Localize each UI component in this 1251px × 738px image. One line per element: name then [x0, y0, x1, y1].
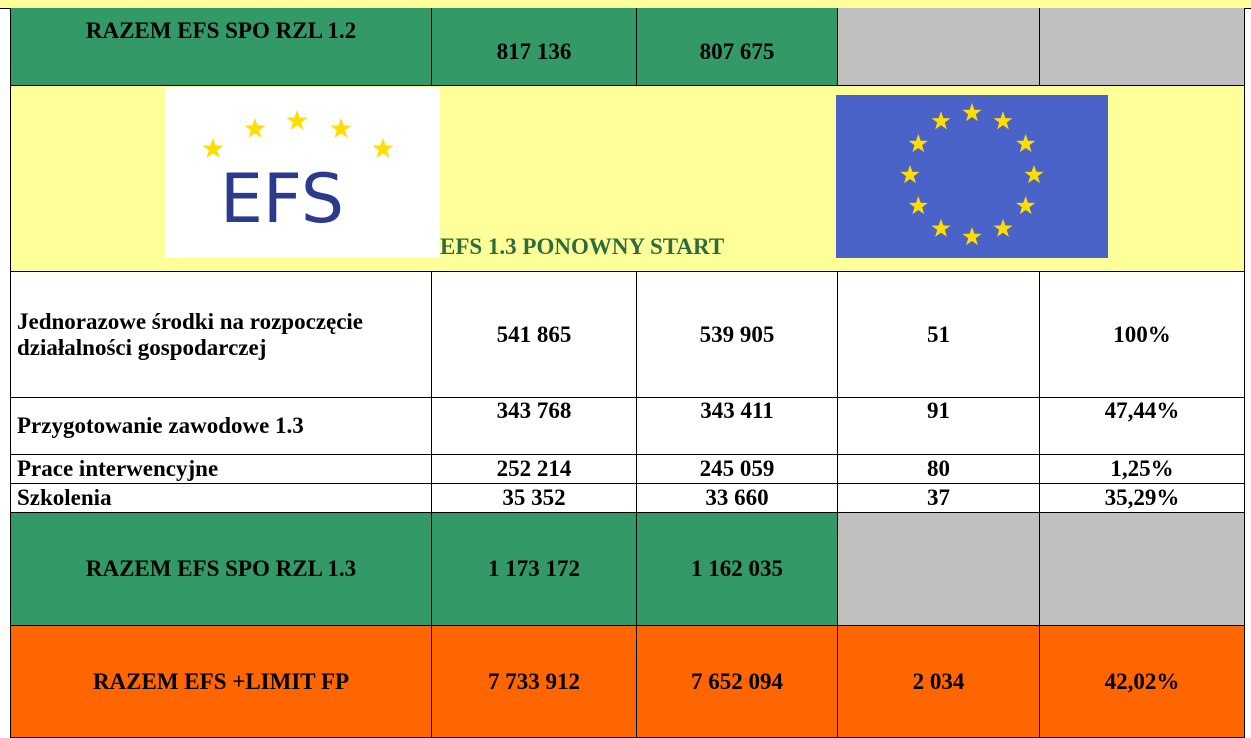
- star: [962, 103, 982, 122]
- table-cell: Jednorazowe środki na rozpoczęcie działa…: [10, 272, 432, 398]
- star: [931, 111, 951, 130]
- star: [286, 110, 308, 130]
- star: [372, 138, 394, 158]
- star: [900, 165, 920, 184]
- table-cell: 2 034: [838, 626, 1040, 738]
- table-cell: 100%: [1040, 272, 1245, 398]
- table-cell: 35,29%: [1040, 484, 1245, 513]
- star: [993, 218, 1013, 237]
- star: [1016, 196, 1036, 215]
- table-cell: 245 059: [637, 455, 838, 484]
- star: [202, 138, 224, 158]
- empty-cell: [1040, 8, 1245, 86]
- table-cell: 807 675: [637, 8, 838, 86]
- table-cell: 51: [838, 272, 1040, 398]
- table-cell: 91: [838, 398, 1040, 455]
- table-cell: 343 768: [432, 398, 637, 455]
- table-cell: 539 905: [637, 272, 838, 398]
- table-cell: 42,02%: [1040, 626, 1245, 738]
- logo-text: EFS: [220, 160, 344, 239]
- table-cell: Szkolenia: [10, 484, 432, 513]
- table-cell: 37: [838, 484, 1040, 513]
- star: [330, 118, 352, 138]
- eu-flag: [836, 95, 1108, 258]
- star: [244, 118, 266, 138]
- table-cell: RAZEM EFS SPO RZL 1.2: [10, 8, 432, 86]
- star: [962, 227, 982, 246]
- table-cell: 47,44%: [1040, 398, 1245, 455]
- star: [1024, 165, 1044, 184]
- table-cell: Prace interwencyjne: [10, 455, 432, 484]
- section-title: EFS 1.3 PONOWNY START: [440, 234, 725, 259]
- table-cell: 1 173 172: [432, 513, 637, 626]
- empty-cell: [838, 513, 1040, 626]
- table-cell: RAZEM EFS +LIMIT FP: [10, 626, 432, 738]
- star: [908, 134, 928, 153]
- table-cell: 1,25%: [1040, 455, 1245, 484]
- star: [931, 218, 951, 237]
- table-cell: 343 411: [637, 398, 838, 455]
- empty-cell: [1040, 513, 1245, 626]
- table-cell: 80: [838, 455, 1040, 484]
- star: [993, 111, 1013, 130]
- table-cell: Przygotowanie zawodowe 1.3: [10, 398, 432, 455]
- table-cell: 35 352: [432, 484, 637, 513]
- table-cell: 7 733 912: [432, 626, 637, 738]
- table-cell: RAZEM EFS SPO RZL 1.3: [10, 513, 432, 626]
- table-cell: 1 162 035: [637, 513, 838, 626]
- star: [1016, 134, 1036, 153]
- empty-cell: [838, 8, 1040, 86]
- star: [908, 196, 928, 215]
- efs-logo: EFS: [165, 87, 440, 258]
- table-cell: 541 865: [432, 272, 637, 398]
- table-cell: 252 214: [432, 455, 637, 484]
- table-cell: 7 652 094: [637, 626, 838, 738]
- table-cell: 817 136: [432, 8, 637, 86]
- table-cell: 33 660: [637, 484, 838, 513]
